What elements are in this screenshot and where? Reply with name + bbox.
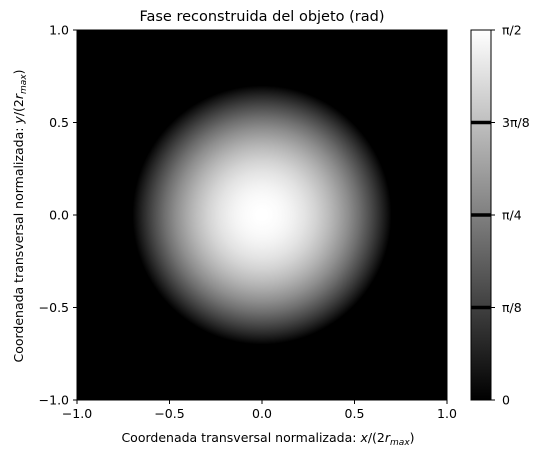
x-axis-label: Coordenada transversal normalizada: x/(2…: [121, 430, 414, 448]
y-axis-label-text: Coordenada transversal normalizada:: [11, 124, 26, 363]
colorbar-tick-label: 0: [502, 393, 510, 408]
y-tick-label: 1.0: [49, 23, 69, 38]
x-tick-label: −1.0: [62, 406, 92, 421]
x-axis-label-r: r: [385, 430, 391, 445]
y-tick-label: 0.0: [49, 208, 69, 223]
y-axis-label-sub: max: [19, 74, 29, 94]
x-axis-label-var: x: [359, 430, 368, 445]
y-axis: −1.0 −0.5 0.0 0.5 1.0: [39, 23, 77, 408]
colorbar-tick-label: π/4: [502, 208, 522, 223]
x-axis: −1.0 −0.5 0.0 0.5 1.0: [62, 400, 457, 421]
phase-field-disk: [132, 85, 392, 345]
y-axis-label-r: r: [11, 93, 26, 99]
chart-title: Fase reconstruida del objeto (rad): [139, 9, 384, 25]
x-tick-label: 0.5: [345, 406, 365, 421]
colorbar-tick-label: π/8: [502, 300, 522, 315]
colorbar: 0 π/8 π/4 3π/8 π/2: [470, 23, 530, 408]
y-axis-label: Coordenada transversal normalizada: y/(2…: [11, 69, 29, 362]
x-axis-label-close: ): [410, 430, 415, 445]
x-tick-label: 1.0: [437, 406, 457, 421]
y-axis-label-close: ): [11, 69, 26, 74]
x-axis-label-sub: max: [390, 438, 410, 448]
colorbar-tick-label: π/2: [502, 23, 522, 38]
y-tick-label: −0.5: [39, 300, 69, 315]
x-axis-label-rest: /(2: [368, 430, 385, 445]
x-tick-label: −0.5: [154, 406, 184, 421]
y-axis-label-var: y: [11, 116, 26, 125]
y-tick-label: 0.5: [49, 115, 69, 130]
plot-area: [76, 29, 448, 401]
x-axis-label-text: Coordenada transversal normalizada:: [121, 430, 360, 445]
colorbar-tick-label: 3π/8: [502, 115, 530, 130]
y-axis-label-rest: /(2: [11, 99, 26, 116]
y-tick-label: −1.0: [39, 393, 69, 408]
x-tick-label: 0.0: [252, 406, 272, 421]
